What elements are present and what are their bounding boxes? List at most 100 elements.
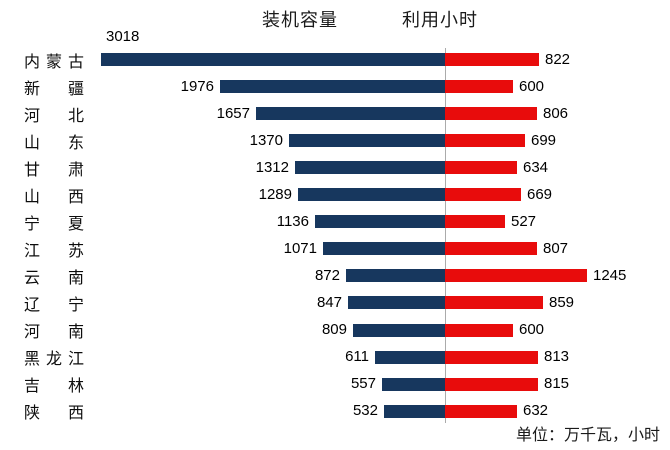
category-label-char: 山 — [24, 134, 41, 152]
capacity-bar — [315, 215, 445, 229]
capacity-value-label: 847 — [316, 293, 342, 311]
category-label-char: 龙 — [45, 351, 62, 369]
capacity-value-label: 1976 — [180, 77, 214, 95]
hours-value-label: 634 — [523, 158, 549, 176]
hours-bar — [445, 323, 513, 337]
hours-value-label: 822 — [545, 50, 571, 68]
category-label-char: 林 — [67, 378, 84, 396]
hours-bar — [445, 350, 538, 364]
category-label-char: 苏 — [67, 242, 84, 260]
category-label-char: 河 — [24, 324, 41, 341]
capacity-value-label: 1136 — [276, 212, 309, 230]
capacity-series-title: 装机容量 — [262, 10, 338, 30]
category-label: 黑龙江 — [24, 347, 84, 368]
category-label-char: 夏 — [67, 215, 84, 233]
category-label-char: 江 — [67, 351, 84, 369]
hours-series-title: 利用小时 — [402, 10, 478, 30]
capacity-bar — [298, 188, 445, 202]
category-label: 云南 — [24, 265, 84, 287]
capacity-value-label: 1657 — [216, 104, 250, 122]
capacity-value-label: 1312 — [255, 158, 289, 176]
hours-bar — [445, 215, 505, 229]
hours-value-label: 669 — [527, 185, 553, 203]
capacity-value-label: 1370 — [249, 131, 283, 149]
axis-divider-line — [445, 48, 446, 423]
category-label-char: 肃 — [67, 161, 84, 179]
capacity-value-label: 532 — [352, 402, 378, 420]
category-label-char: 疆 — [67, 80, 84, 98]
hours-bar — [445, 161, 517, 175]
category-label-char: 河 — [24, 107, 41, 125]
category-label: 江苏 — [24, 238, 84, 260]
capacity-bar — [348, 296, 445, 310]
capacity-value-label: 809 — [321, 321, 347, 338]
capacity-bar — [346, 269, 445, 283]
category-label-char: 云 — [24, 269, 41, 287]
hours-value-label: 600 — [519, 77, 545, 95]
hours-bar — [445, 242, 537, 256]
category-label-char: 宁 — [67, 296, 84, 314]
capacity-bar — [101, 53, 445, 66]
category-label-char: 辽 — [24, 296, 41, 314]
capacity-bar — [220, 80, 445, 94]
capacity-value-label: 872 — [314, 266, 340, 284]
capacity-bar — [382, 377, 445, 391]
hours-bar — [445, 107, 537, 121]
category-label-char: 南 — [67, 324, 84, 341]
category-label-char: 北 — [67, 107, 84, 125]
capacity-bar — [256, 107, 445, 121]
hours-bar — [445, 296, 543, 310]
category-label-char: 宁 — [24, 215, 41, 233]
category-label-char: 古 — [67, 53, 84, 71]
hours-value-label: 632 — [523, 402, 549, 420]
hours-bar — [445, 134, 525, 148]
hours-value-label: 806 — [543, 104, 569, 122]
capacity-bar — [353, 323, 445, 337]
category-label: 河北 — [24, 103, 84, 125]
category-label: 吉林 — [24, 374, 84, 395]
hours-bar — [445, 53, 539, 66]
category-label-char: 黑 — [24, 351, 41, 369]
unit-note: 单位：万千瓦，小时 — [515, 427, 660, 444]
hours-bar — [445, 404, 517, 418]
category-label: 宁夏 — [24, 211, 84, 233]
category-label-char: 吉 — [24, 378, 41, 396]
category-label: 山西 — [24, 184, 84, 206]
category-label: 山东 — [24, 130, 84, 152]
capacity-bar — [289, 134, 445, 148]
capacity-value-label: 3018 — [106, 28, 140, 45]
hours-bar — [445, 269, 587, 283]
category-label: 甘肃 — [24, 157, 84, 179]
category-label-char: 江 — [24, 242, 41, 260]
capacity-value-label: 1289 — [258, 185, 292, 203]
category-label-char: 新 — [24, 80, 41, 98]
category-label-char: 蒙 — [45, 53, 62, 71]
category-label-char: 陕 — [24, 405, 41, 423]
hours-bar — [445, 377, 538, 391]
hours-value-label: 1245 — [593, 266, 627, 284]
category-label-char: 西 — [67, 188, 84, 206]
category-label-char: 内 — [24, 53, 41, 71]
category-label: 辽宁 — [24, 292, 84, 314]
capacity-value-label: 611 — [345, 348, 369, 366]
category-label-char: 南 — [67, 269, 84, 287]
category-label-char: 东 — [67, 134, 84, 152]
hours-bar — [445, 188, 521, 202]
hours-value-label: 815 — [544, 375, 570, 393]
capacity-bar — [323, 242, 445, 256]
category-label: 陕西 — [24, 401, 84, 422]
category-label-char: 西 — [67, 405, 84, 423]
capacity-bar — [295, 161, 445, 175]
capacity-value-label: 1071 — [283, 239, 317, 257]
hours-value-label: 600 — [519, 321, 545, 338]
category-label: 新疆 — [24, 76, 84, 98]
category-label-char: 甘 — [24, 161, 41, 179]
hours-value-label: 859 — [549, 293, 575, 311]
category-label: 内蒙古 — [24, 49, 84, 71]
hours-value-label: 699 — [531, 131, 557, 149]
capacity-value-label: 557 — [350, 375, 376, 393]
hours-value-label: 807 — [543, 239, 569, 257]
hours-value-label: 813 — [544, 348, 570, 366]
capacity-bar — [384, 404, 445, 418]
